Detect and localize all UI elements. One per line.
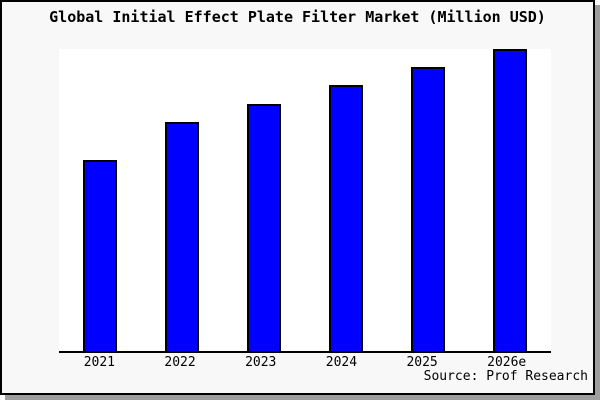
bar-2023 xyxy=(247,104,281,351)
plot-area xyxy=(59,49,551,353)
bar-2026e xyxy=(493,49,527,351)
x-tick-label-2022: 2022 xyxy=(164,355,196,370)
x-tick-label-2023: 2023 xyxy=(245,355,277,370)
bar-2025 xyxy=(411,67,445,351)
chart-frame: Global Initial Effect Plate Filter Marke… xyxy=(0,0,595,395)
source-credit: Source: Prof Research xyxy=(423,369,588,384)
x-tick-label-2024: 2024 xyxy=(325,355,358,370)
chart-title: Global Initial Effect Plate Filter Marke… xyxy=(49,8,546,26)
x-axis-tick-labels: 2021 2022 2023 2024 2025 2026e xyxy=(59,355,551,370)
bar-2021 xyxy=(83,160,117,351)
bar-2022 xyxy=(165,122,199,351)
bar-2024 xyxy=(329,85,363,351)
x-tick-label-2021: 2021 xyxy=(83,355,115,370)
x-tick-label-2025: 2025 xyxy=(406,355,438,370)
x-tick-label-2026e: 2026e xyxy=(487,355,527,370)
